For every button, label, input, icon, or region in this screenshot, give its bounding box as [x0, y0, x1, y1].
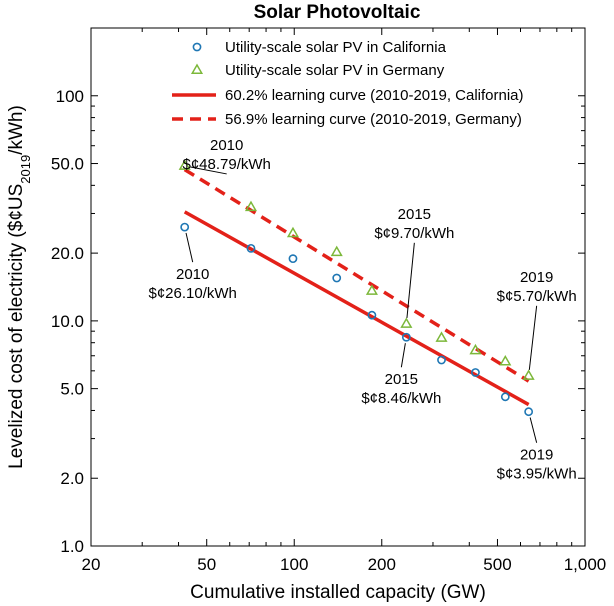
- y-axis-label-subscript: 2019: [18, 155, 33, 184]
- germany-learning-curve-line: [183, 168, 530, 383]
- california-data-point: [367, 310, 377, 320]
- y-tick-label-5-0: 5.0: [60, 380, 84, 399]
- annotation-callout-cal-2019: [529, 417, 538, 443]
- x-tick-label-500: 500: [483, 555, 511, 574]
- california-data-point: [332, 273, 342, 283]
- y-axis-label: Levelized cost of electricity ($¢US2019/…: [6, 105, 33, 469]
- annotation-value-cal-2015: $¢8.46/kWh: [361, 390, 441, 407]
- legend: Utility-scale solar PV in California Util…: [172, 39, 524, 128]
- y-axis-label-unit: /kWh): [6, 105, 27, 155]
- annotation-callout-ger-2015: [406, 242, 415, 318]
- annotation-year-ger-2019: 2019: [520, 269, 553, 286]
- chart-title: Solar Photovoltaic: [254, 2, 421, 23]
- annotation-callout-ger-2019: [528, 305, 538, 370]
- california-data-point: [401, 332, 411, 342]
- legend-label-1: Utility-scale solar PV in California: [225, 39, 447, 56]
- y-tick-label-20-0: 20.0: [51, 244, 84, 263]
- annotations: 2010 $¢48.79/kWh 2010 $¢26.10/kWh 2015 $¢9.70…: [148, 137, 576, 483]
- germany-data-point: [400, 317, 413, 328]
- x-tick-label-20: 20: [82, 555, 101, 574]
- germany-data-point: [522, 369, 535, 380]
- x-tick-label-50: 50: [197, 555, 216, 574]
- germany-data-point: [330, 245, 343, 257]
- legend-germany-marker: [190, 63, 204, 74]
- legend-california-marker: [192, 42, 202, 52]
- annotation-value-ger-2010: $¢48.79/kWh: [182, 156, 270, 173]
- california-data-point: [471, 368, 480, 377]
- legend-label-2: Utility-scale solar PV in Germany: [225, 62, 445, 79]
- legend-label-3: 60.2% learning curve (2010-2019, Califor…: [225, 87, 524, 104]
- x-axis-label: Cumulative installed capacity (GW): [190, 582, 486, 603]
- axis-ticks: [90, 28, 586, 547]
- annotation-value-ger-2019: $¢5.70/kWh: [497, 288, 577, 305]
- germany-data-point: [365, 284, 378, 295]
- california-data-point: [524, 407, 534, 417]
- annotation-value-ger-2015: $¢9.70/kWh: [374, 225, 454, 242]
- germany-data-point: [469, 343, 482, 355]
- annotation-callout-ger-2010: [190, 166, 227, 175]
- legend-label-4: 56.9% learning curve (2010-2019, Germany…: [225, 111, 522, 128]
- y-axis-label-main: Levelized cost of electricity ($¢US: [6, 184, 27, 469]
- y-tick-label-1-0: 1.0: [60, 537, 84, 556]
- california-data-point: [437, 355, 446, 365]
- annotation-year-ger-2015: 2015: [398, 206, 431, 223]
- annotation-year-cal-2015: 2015: [385, 371, 418, 388]
- annotation-value-cal-2010: $¢26.10/kWh: [148, 285, 236, 302]
- y-tick-label-10-0: 10.0: [51, 312, 84, 331]
- plot-frame: [90, 27, 586, 547]
- annotation-year-ger-2010: 2010: [210, 137, 243, 154]
- y-tick-label-50-0: 50.0: [51, 155, 84, 174]
- california-data-point: [288, 254, 298, 264]
- california-data-point: [246, 243, 256, 253]
- germany-data-point: [244, 200, 258, 212]
- annotation-callout-cal-2015: [400, 343, 406, 368]
- x-tick-label-1-000: 1,000: [564, 555, 607, 574]
- x-tick-label-200: 200: [368, 555, 396, 574]
- annotation-year-cal-2010: 2010: [176, 266, 209, 283]
- x-tick-label-100: 100: [280, 555, 308, 574]
- annotation-value-cal-2019: $¢3.95/kWh: [497, 466, 577, 483]
- germany-data-point: [499, 355, 512, 366]
- germany-data-point: [286, 226, 300, 238]
- california-data-point: [180, 222, 190, 232]
- data-markers: [178, 159, 535, 417]
- germany-data-point: [178, 159, 191, 170]
- california-data-point: [500, 392, 510, 402]
- germany-data-point: [435, 331, 448, 342]
- annotation-year-cal-2019: 2019: [520, 447, 553, 464]
- tick-labels: 20 50 100 200 500 1,000 1.0 2.0 5.0 10.0 20.0 50.0 1…: [51, 87, 606, 574]
- annotation-callout-cal-2010: [185, 232, 194, 263]
- y-tick-label-100: 100: [56, 87, 84, 106]
- y-tick-label-2-0: 2.0: [60, 469, 84, 488]
